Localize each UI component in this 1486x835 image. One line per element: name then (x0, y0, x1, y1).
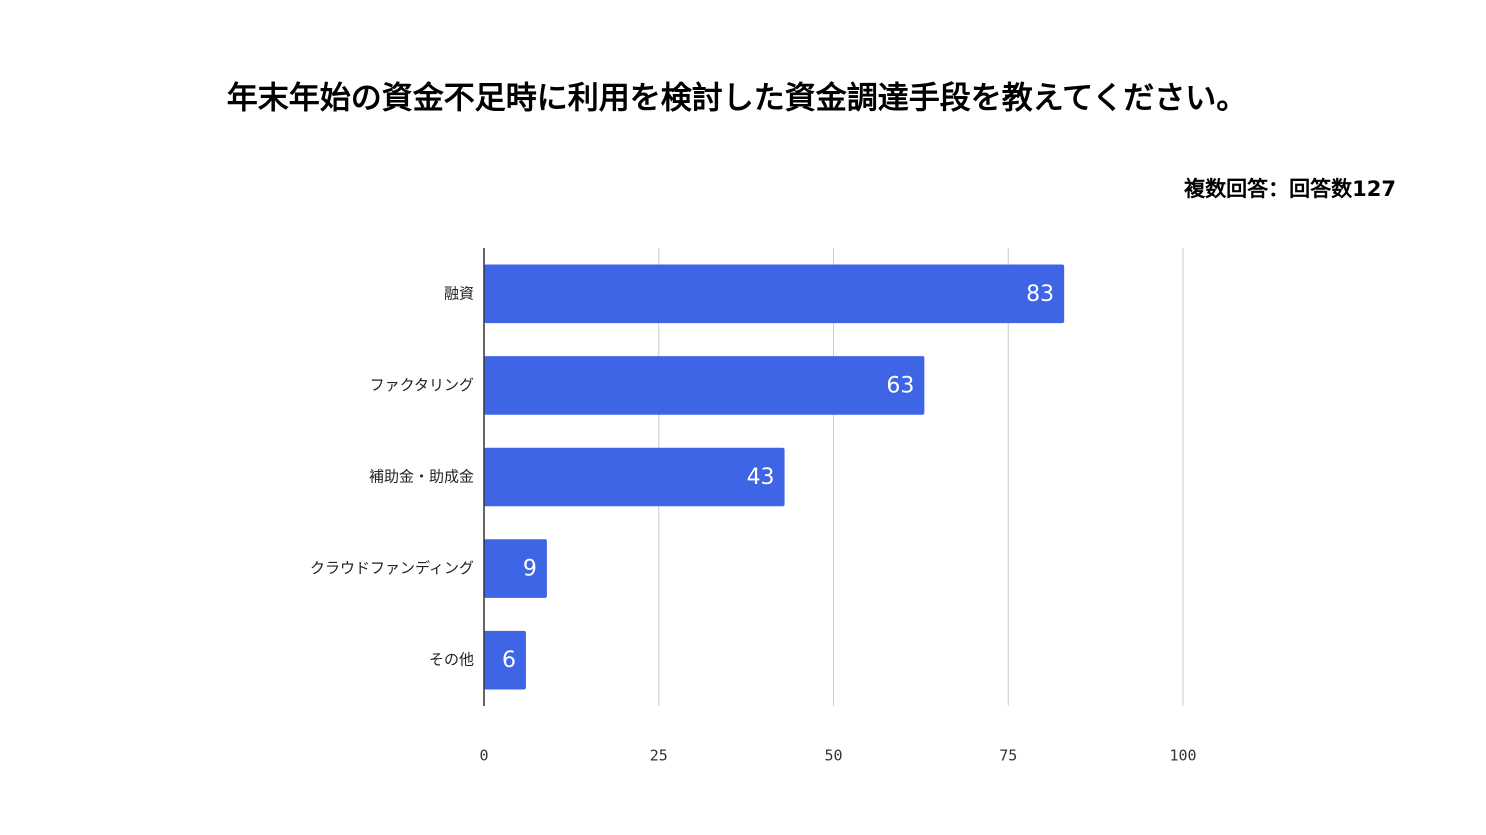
y-tick-label: ファクタリング (370, 376, 474, 394)
bar (484, 264, 1065, 324)
chart-subtitle: 複数回答：回答数127 (1183, 177, 1396, 201)
y-tick-label: クラウドファンディング (310, 559, 474, 577)
y-tick-label: 融資 (444, 284, 474, 302)
data-label: 43 (747, 465, 775, 490)
bar (484, 356, 925, 415)
chart-title: 年末年始の資金不足時に利用を検討した資金調達手段を教えてください。 (227, 81, 1248, 117)
data-label: 9 (523, 557, 537, 582)
x-tick-label: 0 (479, 747, 488, 765)
data-label: 63 (886, 373, 914, 398)
x-tick-label: 25 (650, 747, 668, 765)
data-label: 83 (1026, 282, 1054, 307)
bar (484, 447, 785, 507)
data-label: 6 (502, 648, 516, 673)
x-tick-label: 50 (824, 747, 842, 765)
y-tick-label: その他 (429, 651, 474, 669)
bar (484, 630, 526, 690)
bar (484, 539, 547, 598)
x-tick-label: 75 (999, 747, 1017, 765)
x-tick-label: 100 (1169, 747, 1196, 765)
y-tick-label: 補助金・助成金 (369, 468, 474, 486)
